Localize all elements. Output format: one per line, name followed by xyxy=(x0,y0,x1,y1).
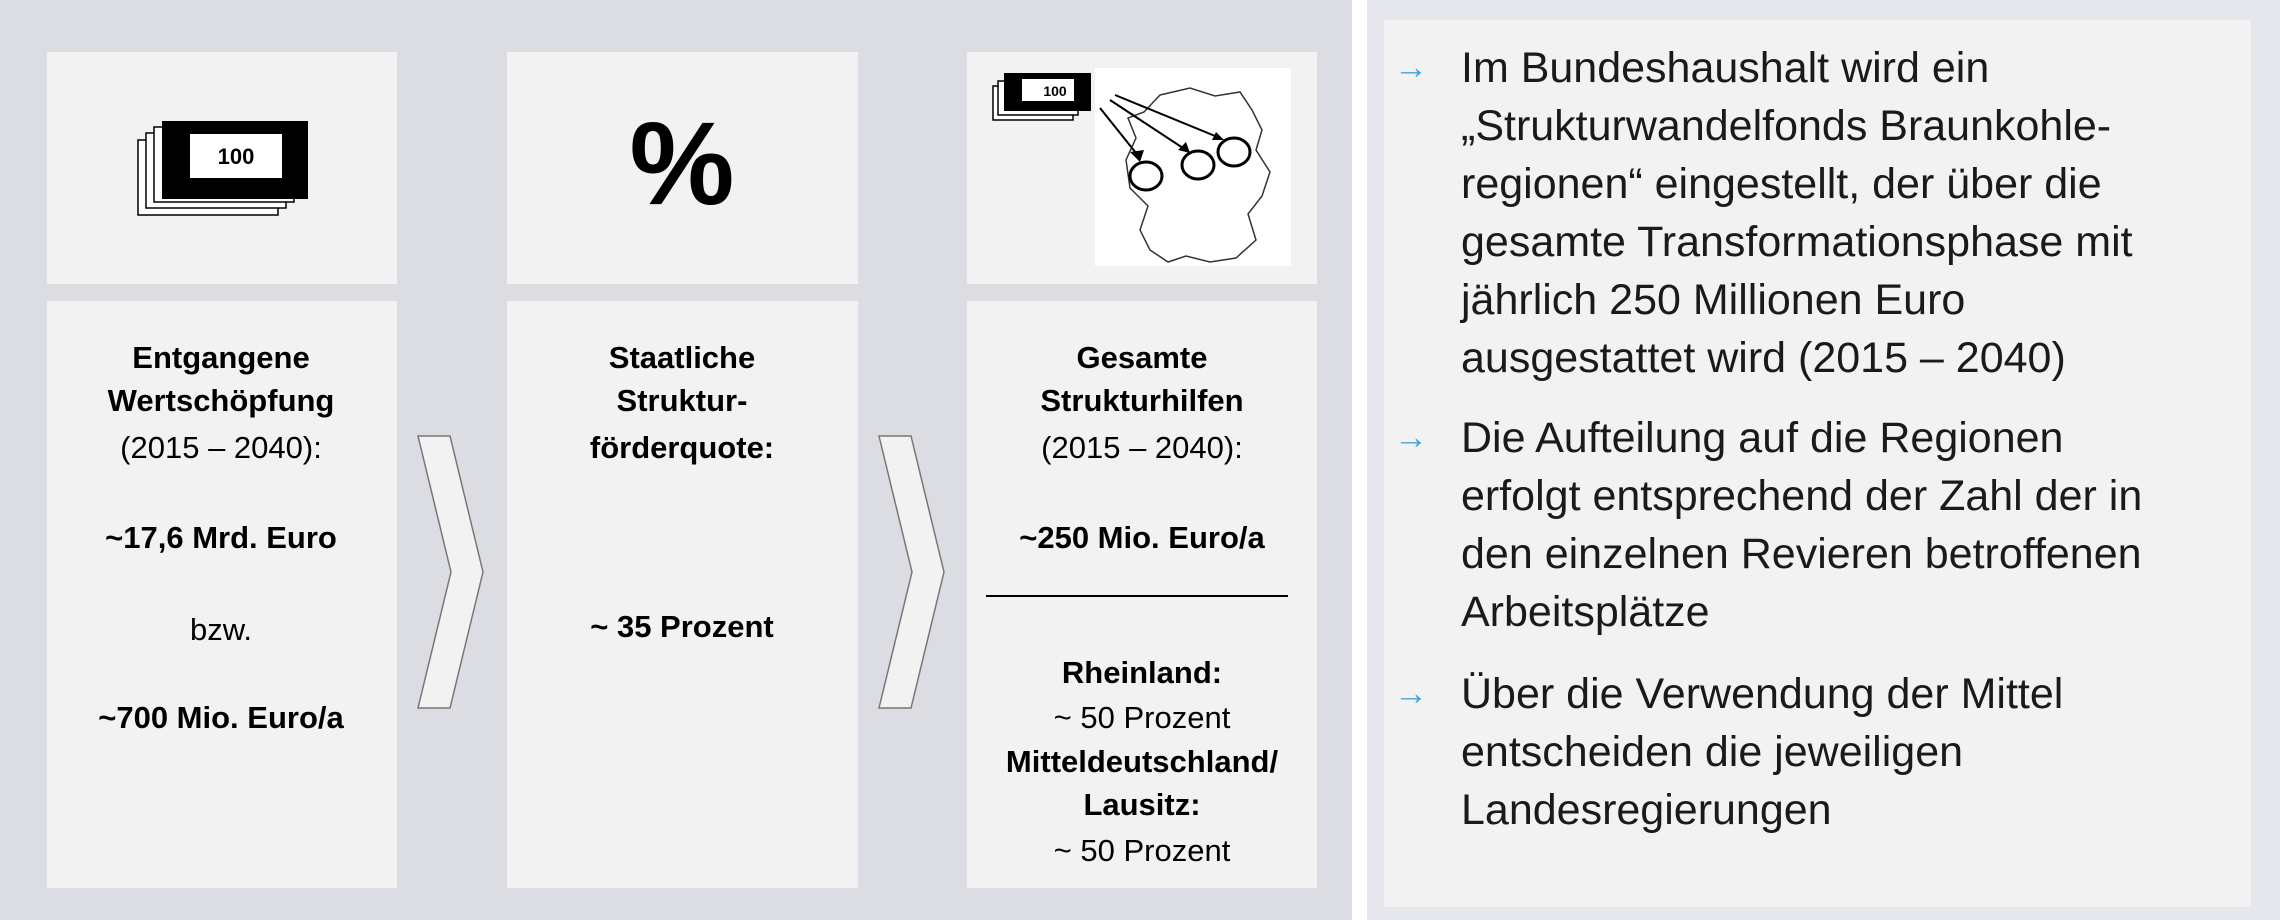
region: Lausitz: xyxy=(1083,787,1201,822)
bullet-text: Über die Verwendung der Mittel xyxy=(1461,670,2064,718)
bullet-text: Die Aufteilung auf die Regionen xyxy=(1461,414,2064,462)
heading: Staatliche xyxy=(608,340,756,375)
period: (2015 – 2040): xyxy=(1041,430,1243,465)
bullet-text: „Strukturwandelfonds Braunkohle- xyxy=(1461,102,2112,150)
bullet-text: ausgestattet wird (2015 – 2040) xyxy=(1461,334,2066,382)
chevron xyxy=(878,435,945,709)
bullet-text: Im Bundeshaushalt wird ein xyxy=(1461,44,1990,92)
bullet-text: gesamte Transformationsphase mit xyxy=(1461,218,2133,266)
heading: Entgangene xyxy=(132,340,310,375)
region: Rheinland: xyxy=(1061,655,1223,690)
bullet-marker: → xyxy=(1394,48,1428,87)
value: ~700 Mio. Euro/a xyxy=(98,700,344,735)
bullet-text: Arbeitsplätze xyxy=(1461,588,1710,636)
value: ~250 Mio. Euro/a xyxy=(1019,520,1265,555)
text: bzw. xyxy=(189,612,253,647)
heading: Gesamte xyxy=(1076,340,1208,375)
bullet-marker: → xyxy=(1394,674,1428,713)
bullet-text: entscheiden die jeweiligen xyxy=(1461,728,1964,776)
share: ~ 50 Prozent xyxy=(1053,700,1231,735)
value: ~ 35 Prozent xyxy=(590,609,774,644)
icon-box xyxy=(507,52,858,284)
bullet-text: den einzelnen Revieren betroffenen xyxy=(1461,530,2142,578)
banknote-label: 100 xyxy=(1043,83,1067,99)
region: Mitteldeutschland/ xyxy=(1005,744,1279,779)
banknote-icon xyxy=(137,121,308,216)
heading: Strukturhilfen xyxy=(1040,383,1244,418)
chevron xyxy=(417,435,484,709)
map-icon xyxy=(992,68,1291,266)
right-box xyxy=(1384,20,2251,907)
period: (2015 – 2040): xyxy=(120,430,322,465)
heading: Wertschöpfung xyxy=(107,383,335,418)
bullet-text: regionen“ eingestellt, der über die xyxy=(1461,160,2102,208)
text-box xyxy=(47,301,397,888)
text-box xyxy=(967,301,1317,888)
banknote-label: 100 xyxy=(217,144,255,169)
bullet-text: erfolgt entsprechend der Zahl der in xyxy=(1461,472,2143,520)
share: ~ 50 Prozent xyxy=(1053,833,1231,868)
heading: förderquote: xyxy=(589,430,775,465)
heading: Struktur- xyxy=(616,383,748,418)
value: ~17,6 Mrd. Euro xyxy=(105,520,337,555)
text-box xyxy=(507,301,858,888)
bullet-text: Landesregierungen xyxy=(1461,786,1832,834)
percent-icon: % xyxy=(629,98,735,230)
bullet-text: jährlich 250 Millionen Euro xyxy=(1461,276,1966,324)
bullet-marker: → xyxy=(1394,418,1428,457)
